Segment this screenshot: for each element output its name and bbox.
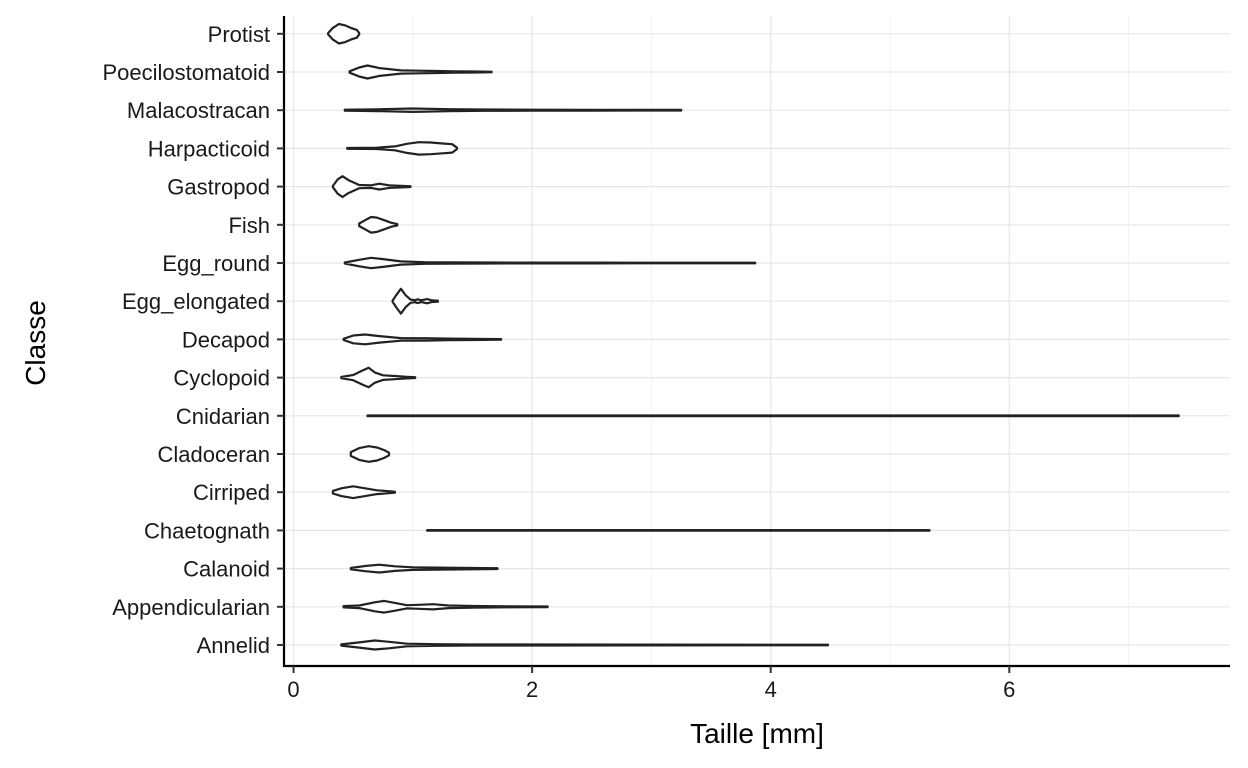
y-tick-label: Decapod [182, 327, 270, 352]
y-tick-label: Malacostracan [127, 98, 270, 123]
y-tick-label: Fish [228, 213, 270, 238]
violin-chaetognath [426, 529, 931, 532]
violin-annelid [340, 639, 830, 651]
violin-fish [358, 215, 399, 234]
x-tick-label: 0 [287, 677, 299, 702]
violin-cirriped [331, 485, 396, 500]
y-tick-label: Cirriped [193, 480, 270, 505]
y-tick-label: Protist [208, 22, 270, 47]
violin-protist [327, 22, 361, 45]
y-tick-label: Cyclopoid [173, 366, 270, 391]
x-tick-label: 4 [765, 677, 777, 702]
violin-cnidarian [366, 414, 1180, 418]
violin-calanoid [349, 563, 499, 574]
x-axis-title: Taille [mm] [690, 718, 824, 749]
y-tick-label: Egg_elongated [122, 289, 270, 314]
violin-harpacticoid [346, 141, 459, 156]
violin-poecilostomatoid [348, 64, 493, 80]
violin-appendicularian [342, 599, 549, 614]
y-tick-label: Cnidarian [176, 404, 270, 429]
x-axis-ticks: 0 2 4 6 [287, 666, 1015, 702]
violin-egg-round [343, 256, 757, 270]
x-tick-label: 6 [1003, 677, 1015, 702]
y-tick-label: Chaetognath [144, 518, 270, 543]
violin-malacostracan [343, 107, 683, 113]
violin-egg-elongated [391, 287, 439, 315]
x-tick-label: 2 [526, 677, 538, 702]
y-axis-title: Classe [20, 300, 51, 386]
y-tick-label: Poecilostomatoid [102, 60, 270, 85]
panel-border [282, 16, 1230, 668]
y-tick-label: Egg_round [162, 251, 270, 276]
violin-cladoceran [349, 445, 391, 463]
y-tick-label: Calanoid [183, 557, 270, 582]
violin-decapod [342, 333, 503, 346]
y-tick-label: Cladoceran [157, 442, 270, 467]
violins [327, 22, 1180, 651]
y-tick-label: Gastropod [167, 175, 270, 200]
violin-cyclopoid [340, 366, 417, 389]
violin-gastropod [331, 175, 412, 199]
y-axis-ticks: Protist Poecilostomatoid Malacostracan Harp… [102, 22, 284, 658]
y-tick-label: Annelid [197, 633, 270, 658]
y-tick-label: Harpacticoid [148, 136, 270, 161]
y-tick-label: Appendicularian [112, 595, 270, 620]
